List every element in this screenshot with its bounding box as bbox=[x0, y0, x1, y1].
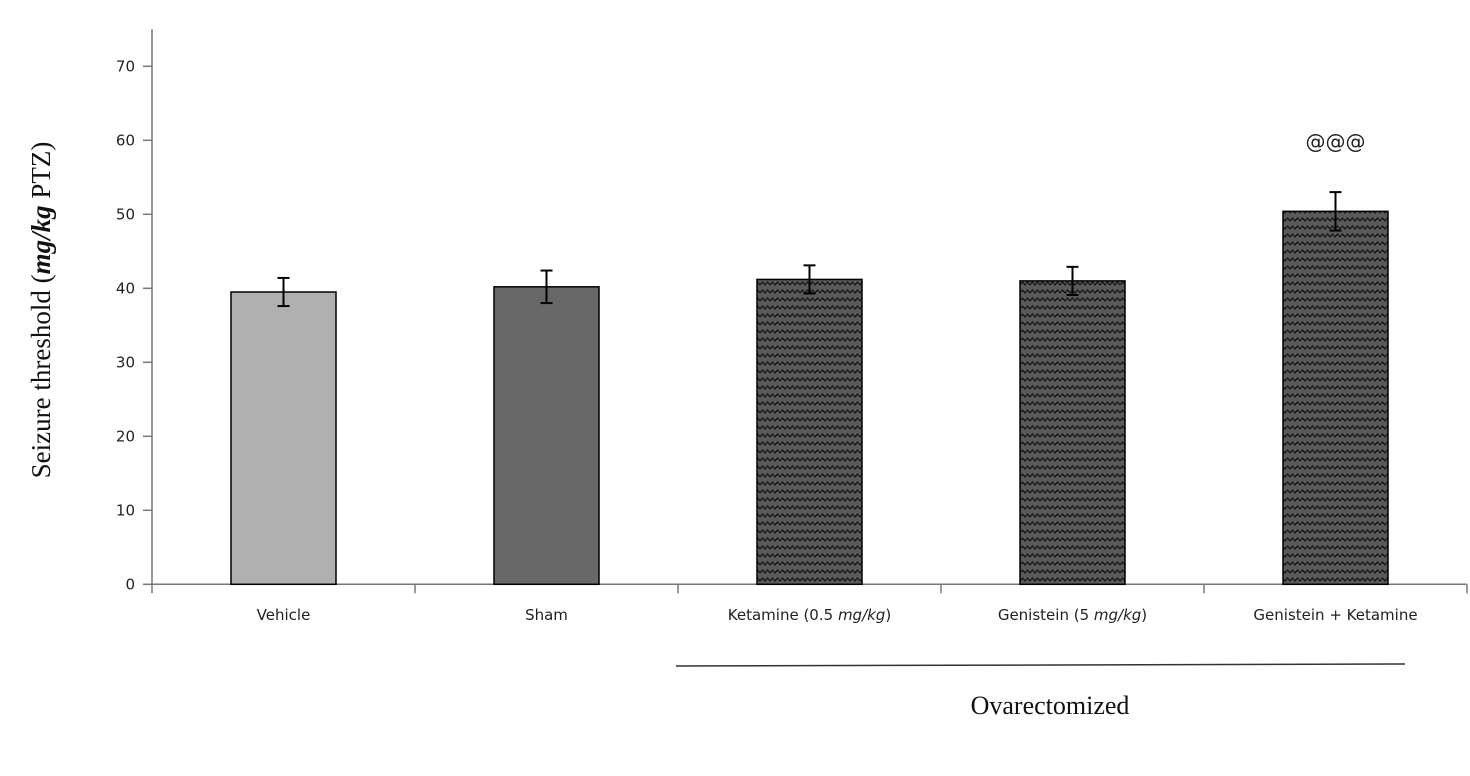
bar bbox=[493, 286, 600, 586]
y-axis-label: Seizure threshold (mg/kg PTZ) bbox=[26, 142, 56, 479]
y-tick-label: 50 bbox=[116, 205, 135, 223]
x-tick-label: Ketamine (0.5 mg/kg) bbox=[728, 606, 891, 624]
significance-annotation: @@@ bbox=[1306, 129, 1366, 153]
y-tick-label: 30 bbox=[116, 353, 135, 371]
y-tick-label: 10 bbox=[116, 501, 135, 519]
x-tick-label: Genistein (5 mg/kg) bbox=[998, 606, 1147, 624]
error-bar bbox=[1066, 265, 1079, 296]
ovarectomized-bracket-line bbox=[675, 663, 1406, 667]
x-tick-label: Vehicle bbox=[257, 606, 311, 624]
error-bar bbox=[1329, 191, 1342, 232]
bar bbox=[1282, 210, 1389, 586]
group-label-ovarectomized: Ovarectomized bbox=[971, 691, 1130, 720]
x-tick-label: Genistein + Ketamine bbox=[1253, 606, 1417, 624]
bar bbox=[756, 278, 863, 586]
y-tick-label: 60 bbox=[116, 131, 135, 149]
x-tick-label: Sham bbox=[525, 606, 568, 624]
y-tick-label: 40 bbox=[116, 279, 135, 297]
y-tick-label: 0 bbox=[125, 575, 135, 593]
bar bbox=[230, 291, 337, 586]
y-tick-label: 20 bbox=[116, 427, 135, 445]
error-bar bbox=[540, 269, 553, 305]
error-bar bbox=[277, 276, 290, 308]
error-bar bbox=[803, 264, 816, 295]
y-tick-label: 70 bbox=[116, 57, 135, 75]
bar bbox=[1019, 280, 1126, 586]
